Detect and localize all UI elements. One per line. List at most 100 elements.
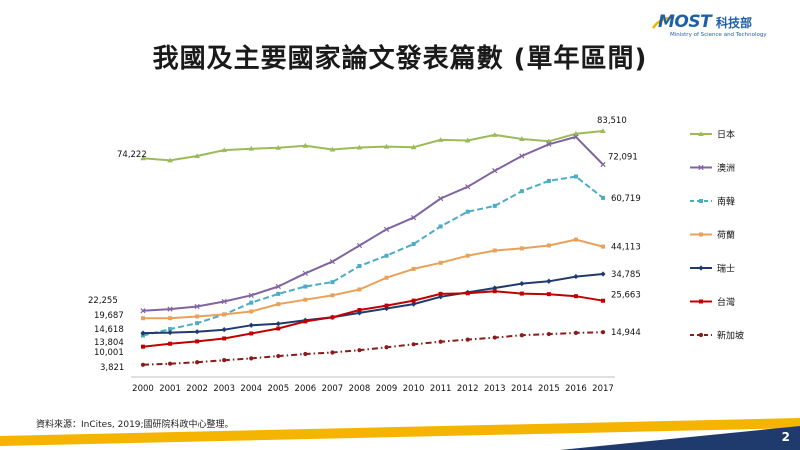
x-tick-label: 2013 <box>484 384 506 394</box>
data-point <box>698 265 704 271</box>
data-point <box>698 131 704 136</box>
data-point <box>356 144 363 150</box>
data-point <box>195 360 200 365</box>
x-tick-label: 2015 <box>538 384 560 394</box>
data-point <box>411 342 416 347</box>
data-point <box>167 361 173 366</box>
data-point <box>492 335 497 340</box>
legend-label: 荷蘭 <box>717 229 735 241</box>
series-line <box>142 331 604 366</box>
data-point <box>492 203 497 208</box>
end-value-label: 25,663 <box>611 291 641 301</box>
end-value-label: 44,113 <box>611 243 641 253</box>
data-point <box>141 344 145 349</box>
data-point <box>600 330 606 335</box>
data-point <box>698 332 704 338</box>
x-tick-label: 2003 <box>213 384 235 394</box>
data-point <box>195 314 200 319</box>
series-line <box>142 238 604 320</box>
data-point <box>276 326 281 331</box>
data-point <box>600 271 606 277</box>
data-point <box>465 253 470 258</box>
x-tick-label: 2017 <box>592 384 614 394</box>
data-point <box>276 302 281 307</box>
data-point <box>438 291 443 296</box>
data-point <box>573 134 579 140</box>
x-axis: 2000 2001 2002 2003 2004 2005 2006 2007 2008 2009… <box>131 376 615 394</box>
data-point <box>546 178 551 183</box>
data-point <box>195 339 200 344</box>
data-point <box>383 226 390 232</box>
data-point <box>438 260 443 265</box>
data-point <box>492 168 498 174</box>
legend-item: 日本 <box>690 129 735 141</box>
end-value-label: 34,785 <box>611 270 641 280</box>
x-tick-label: 2005 <box>267 384 289 394</box>
data-point <box>437 137 444 142</box>
data-point <box>141 316 145 321</box>
data-point <box>330 350 335 355</box>
x-tick-label: 2007 <box>322 384 344 394</box>
legend-item: 台灣 <box>690 296 735 308</box>
data-point <box>302 270 308 276</box>
data-label-layer: 74,222 83,510 22,255 72,091 13,804 60,719 19,6… <box>88 116 641 373</box>
data-point <box>168 316 173 321</box>
data-point <box>519 136 525 141</box>
data-point <box>519 281 525 287</box>
data-point <box>384 253 389 258</box>
data-point <box>573 273 579 280</box>
data-point <box>276 353 281 359</box>
legend-label: 澳洲 <box>717 162 735 174</box>
series-2 <box>140 134 606 314</box>
data-point <box>303 351 308 357</box>
data-point <box>519 189 524 194</box>
data-point <box>275 321 281 327</box>
series-line <box>142 273 604 335</box>
x-tick-label: 2002 <box>186 384 208 394</box>
legend-label: 台灣 <box>717 296 735 308</box>
data-point <box>357 287 362 292</box>
data-point <box>546 243 551 248</box>
series-4 <box>141 237 605 321</box>
x-tick-label: 2011 <box>430 384 452 394</box>
data-point <box>249 309 254 314</box>
data-point <box>438 195 444 202</box>
data-point <box>383 143 390 149</box>
logo-chinese-name: 科技部 <box>716 16 753 30</box>
start-value-label: 74,222 <box>117 150 147 160</box>
data-point <box>601 244 605 249</box>
series-1 <box>140 128 606 163</box>
data-point <box>438 224 443 229</box>
data-point <box>195 321 200 326</box>
page-number: 2 <box>781 430 790 444</box>
logo-mark: MOST <box>658 12 712 32</box>
x-tick-label: 2001 <box>159 384 181 394</box>
data-point <box>546 292 551 297</box>
data-point <box>276 291 281 296</box>
data-point <box>464 137 471 143</box>
data-point <box>329 258 336 265</box>
data-point <box>573 294 578 299</box>
data-point <box>330 280 335 285</box>
x-tick-label: 2000 <box>132 384 154 394</box>
x-tick-label: 2008 <box>349 384 371 394</box>
data-point <box>546 331 551 337</box>
data-point <box>249 331 254 336</box>
data-point <box>546 141 552 147</box>
series-line <box>142 290 604 348</box>
start-value-label: 10,001 <box>94 348 124 358</box>
data-point <box>194 329 200 335</box>
data-point <box>303 319 308 324</box>
data-point <box>222 358 227 363</box>
data-point <box>492 248 497 253</box>
data-point <box>573 237 578 242</box>
data-point <box>491 132 498 137</box>
data-point <box>601 298 605 303</box>
data-point <box>465 209 470 214</box>
series-line <box>142 130 604 162</box>
logo-english-name: Ministry of Science and Technology <box>670 32 767 38</box>
legend-label: 新加坡 <box>717 330 744 342</box>
legend-item: 澳洲 <box>690 162 735 174</box>
